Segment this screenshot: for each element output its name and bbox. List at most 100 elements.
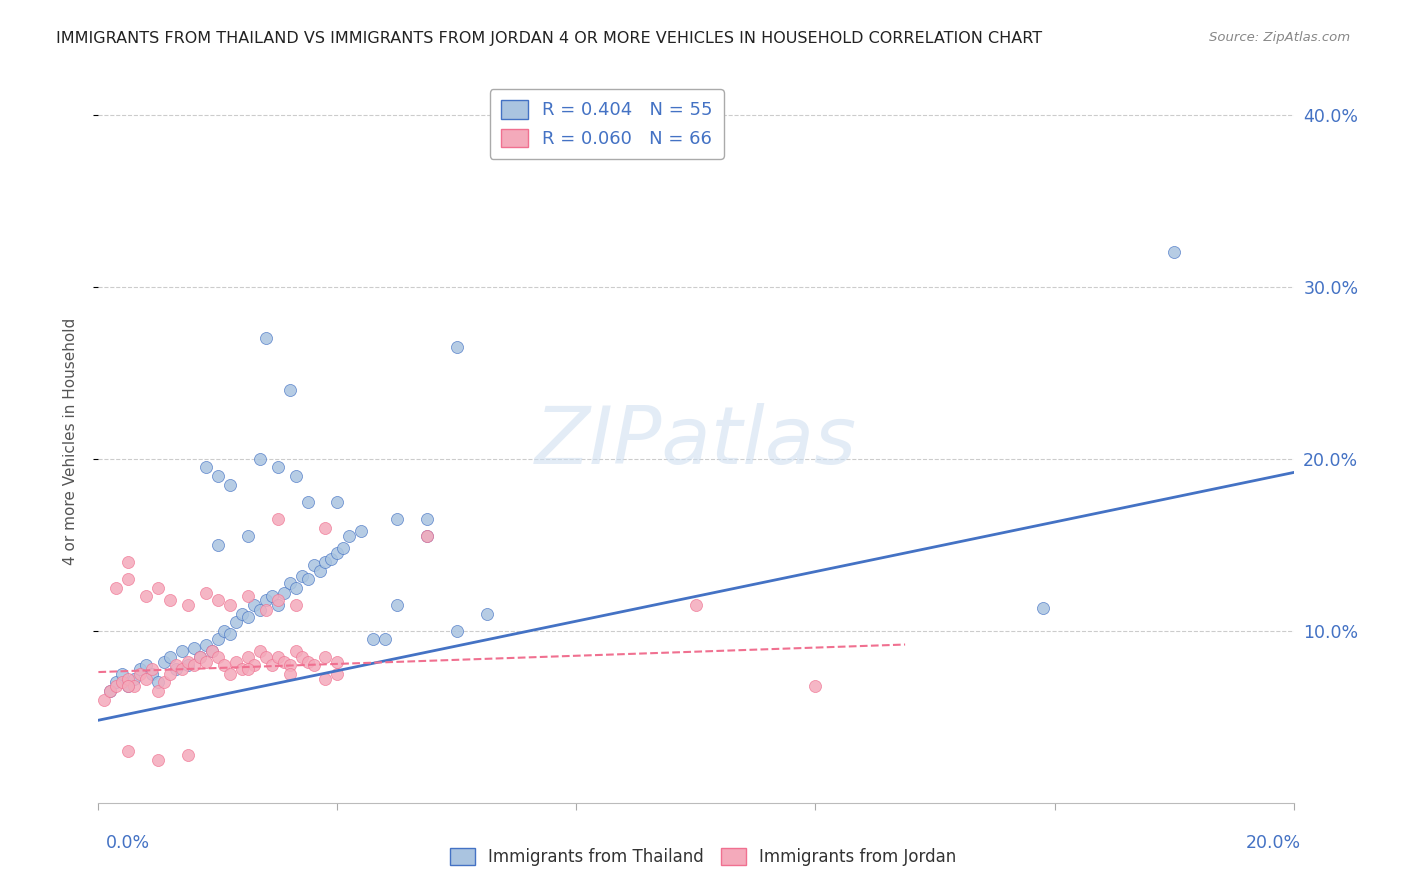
Point bbox=[1032, 601, 1054, 615]
Point bbox=[297, 494, 319, 508]
Point bbox=[260, 590, 283, 604]
Point bbox=[219, 477, 242, 491]
Point bbox=[148, 675, 170, 690]
Point bbox=[374, 632, 396, 647]
Point bbox=[231, 662, 253, 676]
Point bbox=[135, 672, 157, 686]
Point bbox=[105, 679, 128, 693]
Point bbox=[124, 672, 146, 686]
Point bbox=[165, 658, 187, 673]
Point bbox=[326, 666, 349, 681]
Text: 20.0%: 20.0% bbox=[1246, 834, 1301, 852]
Point bbox=[315, 649, 337, 664]
Point bbox=[302, 558, 325, 573]
Point bbox=[129, 666, 152, 681]
Point bbox=[165, 662, 187, 676]
Point bbox=[685, 598, 707, 612]
Point bbox=[260, 658, 283, 673]
Point bbox=[308, 564, 330, 578]
Point bbox=[273, 586, 295, 600]
Point bbox=[416, 529, 439, 543]
Point bbox=[201, 644, 224, 658]
Point bbox=[297, 655, 319, 669]
Point bbox=[284, 581, 307, 595]
Point bbox=[236, 649, 259, 664]
Point bbox=[183, 658, 205, 673]
Point bbox=[249, 603, 271, 617]
Point bbox=[804, 679, 827, 693]
Point bbox=[249, 451, 271, 466]
Point bbox=[278, 575, 301, 590]
Legend: R = 0.404   N = 55, R = 0.060   N = 66: R = 0.404 N = 55, R = 0.060 N = 66 bbox=[489, 89, 724, 159]
Point bbox=[177, 658, 200, 673]
Point bbox=[385, 512, 409, 526]
Point bbox=[315, 672, 337, 686]
Point bbox=[195, 586, 218, 600]
Point bbox=[219, 666, 242, 681]
Point bbox=[117, 744, 139, 758]
Point bbox=[129, 662, 152, 676]
Point bbox=[117, 679, 139, 693]
Point bbox=[148, 684, 170, 698]
Point bbox=[284, 469, 307, 483]
Point bbox=[207, 469, 229, 483]
Point bbox=[236, 662, 259, 676]
Point bbox=[117, 572, 139, 586]
Point bbox=[172, 644, 194, 658]
Point bbox=[326, 546, 349, 560]
Point bbox=[267, 649, 290, 664]
Point bbox=[207, 632, 229, 647]
Point bbox=[117, 672, 139, 686]
Point bbox=[416, 512, 439, 526]
Point bbox=[326, 655, 349, 669]
Point bbox=[159, 666, 181, 681]
Point bbox=[326, 494, 349, 508]
Point bbox=[225, 655, 247, 669]
Point bbox=[254, 649, 277, 664]
Point bbox=[350, 524, 373, 538]
Point bbox=[148, 753, 170, 767]
Point bbox=[225, 615, 247, 630]
Point bbox=[219, 598, 242, 612]
Point bbox=[302, 658, 325, 673]
Point bbox=[195, 460, 218, 475]
Point bbox=[291, 649, 314, 664]
Point bbox=[105, 675, 128, 690]
Point bbox=[135, 590, 157, 604]
Y-axis label: 4 or more Vehicles in Household: 4 or more Vehicles in Household bbox=[63, 318, 77, 566]
Point bbox=[273, 655, 295, 669]
Point bbox=[475, 607, 498, 621]
Point bbox=[446, 340, 468, 354]
Point bbox=[385, 598, 409, 612]
Point bbox=[148, 581, 170, 595]
Point bbox=[332, 541, 354, 556]
Point bbox=[105, 581, 128, 595]
Point bbox=[195, 638, 218, 652]
Point bbox=[159, 649, 181, 664]
Point bbox=[177, 598, 200, 612]
Point bbox=[111, 675, 134, 690]
Point bbox=[124, 679, 146, 693]
Point bbox=[254, 603, 277, 617]
Point bbox=[201, 644, 224, 658]
Point bbox=[315, 520, 337, 534]
Point bbox=[278, 666, 301, 681]
Point bbox=[267, 460, 290, 475]
Point bbox=[236, 590, 259, 604]
Point bbox=[117, 555, 139, 569]
Point bbox=[243, 598, 266, 612]
Point bbox=[177, 747, 200, 762]
Point bbox=[339, 529, 361, 543]
Point bbox=[141, 666, 163, 681]
Point bbox=[291, 568, 314, 582]
Point bbox=[315, 555, 337, 569]
Point bbox=[284, 644, 307, 658]
Point bbox=[284, 598, 307, 612]
Point bbox=[188, 649, 211, 664]
Point bbox=[321, 551, 343, 566]
Point bbox=[177, 655, 200, 669]
Point bbox=[267, 592, 290, 607]
Point bbox=[297, 572, 319, 586]
Point bbox=[212, 658, 235, 673]
Point bbox=[207, 538, 229, 552]
